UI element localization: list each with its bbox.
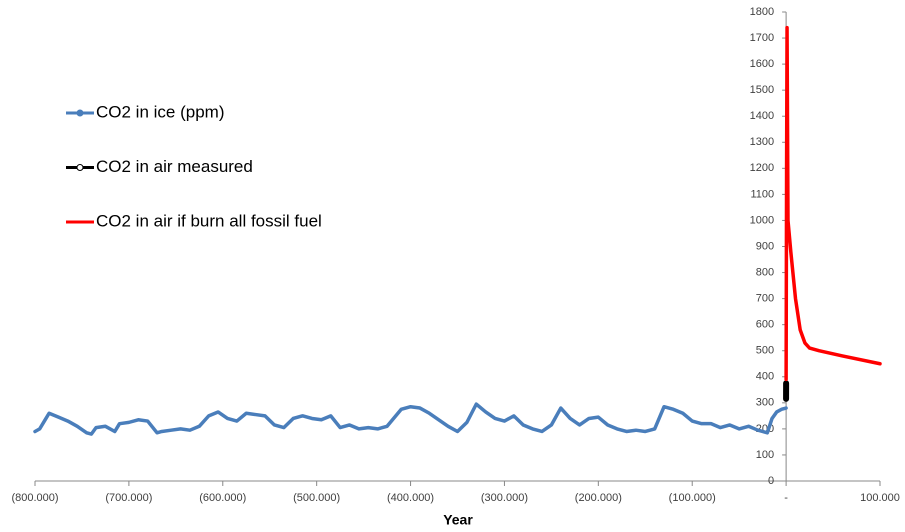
x-tick-label: (600.000) xyxy=(199,492,246,504)
y-tick-label: 300 xyxy=(756,397,774,409)
y-tick-label: 1400 xyxy=(750,110,774,122)
series-line xyxy=(33,402,788,436)
x-tick-label: (300.000) xyxy=(481,492,528,504)
y-tick-label: 100 xyxy=(756,449,774,461)
x-tick-label: 100.000 xyxy=(860,492,900,504)
x-tick-label: (200.000) xyxy=(575,492,622,504)
x-tick-label: (400.000) xyxy=(387,492,434,504)
y-tick-label: 900 xyxy=(756,240,774,252)
x-tick-label: - xyxy=(784,492,788,504)
legend-label: CO2 in air measured xyxy=(96,157,253,176)
x-tick-label: (800.000) xyxy=(11,492,58,504)
series-line xyxy=(784,25,882,382)
x-tick-label: (100.000) xyxy=(669,492,716,504)
x-axis-title: Year xyxy=(443,512,473,528)
y-tick-label: 500 xyxy=(756,345,774,357)
y-tick-label: 1000 xyxy=(750,214,774,226)
y-tick-label: 1200 xyxy=(750,162,774,174)
y-tick-label: 400 xyxy=(756,371,774,383)
y-tick-label: 1600 xyxy=(750,58,774,70)
y-tick-label: 800 xyxy=(756,266,774,278)
x-tick-label: (500.000) xyxy=(293,492,340,504)
legend-label: CO2 in ice (ppm) xyxy=(96,102,224,121)
y-tick-label: 1300 xyxy=(750,136,774,148)
y-tick-label: 1800 xyxy=(750,6,774,18)
x-tick-label: (700.000) xyxy=(105,492,152,504)
legend-marker xyxy=(76,164,84,171)
y-tick-label: 1100 xyxy=(750,188,774,200)
legend-marker xyxy=(76,109,84,117)
y-tick-label: 1700 xyxy=(750,32,774,44)
y-tick-label: 600 xyxy=(756,319,774,331)
legend-label: CO2 in air if burn all fossil fuel xyxy=(96,211,322,230)
y-tick-label: 1500 xyxy=(750,84,774,96)
y-tick-label: 0 xyxy=(768,475,774,487)
y-tick-label: 700 xyxy=(756,293,774,305)
